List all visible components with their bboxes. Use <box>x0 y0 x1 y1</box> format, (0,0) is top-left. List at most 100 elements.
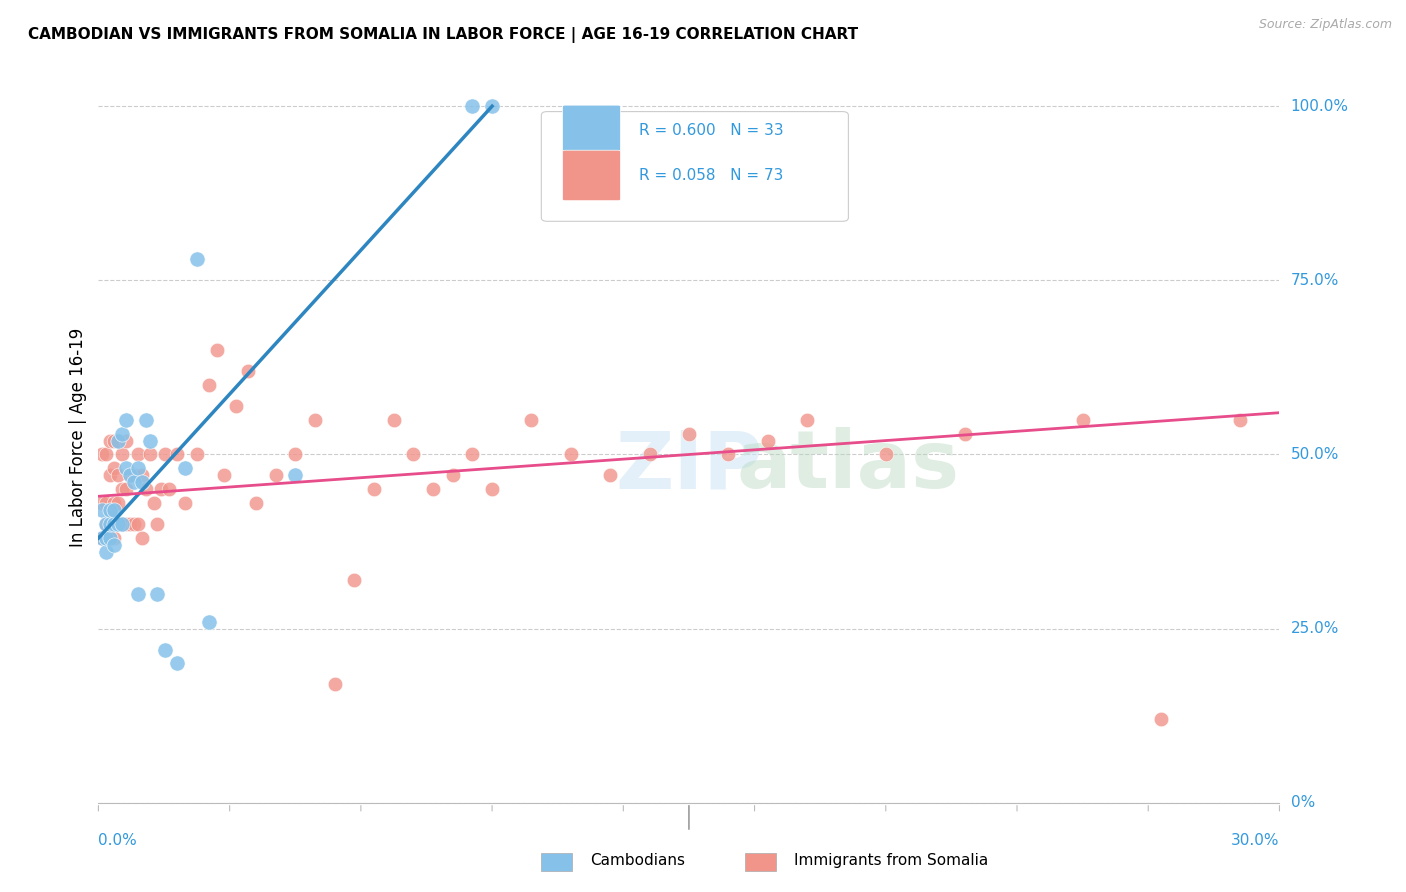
Point <box>138 434 160 448</box>
Point <box>91 496 114 510</box>
Point <box>98 503 121 517</box>
Text: ZIP: ZIP <box>616 427 762 506</box>
Point <box>599 468 621 483</box>
Point <box>96 517 118 532</box>
Point <box>118 468 141 483</box>
Point <box>122 468 145 483</box>
Point <box>91 531 114 545</box>
Point <box>323 677 346 691</box>
Point <box>115 517 138 532</box>
Point <box>96 531 118 545</box>
Point <box>343 573 366 587</box>
Point <box>127 587 149 601</box>
Point <box>166 448 188 462</box>
Point <box>111 517 134 532</box>
Point <box>461 99 484 113</box>
Point <box>1229 412 1251 426</box>
Point <box>264 468 287 483</box>
Point <box>111 483 134 497</box>
Point <box>122 517 145 532</box>
Point <box>115 434 138 448</box>
Point <box>98 503 121 517</box>
Text: atlas: atlas <box>737 427 960 506</box>
Point <box>103 496 125 510</box>
Point <box>103 538 125 552</box>
Point <box>96 496 118 510</box>
Point <box>382 412 405 426</box>
Point <box>118 517 141 532</box>
Point <box>107 434 129 448</box>
Point <box>98 517 121 532</box>
Point <box>131 475 153 490</box>
Point <box>98 531 121 545</box>
Point <box>953 426 976 441</box>
Point <box>157 483 180 497</box>
Point <box>98 468 121 483</box>
Point <box>150 483 173 497</box>
Point <box>186 252 208 267</box>
Point <box>796 412 818 426</box>
Text: 0.0%: 0.0% <box>98 833 138 848</box>
Point <box>236 364 259 378</box>
Point <box>146 587 169 601</box>
FancyBboxPatch shape <box>562 150 620 201</box>
Point <box>91 531 114 545</box>
Point <box>107 496 129 510</box>
Point <box>115 461 138 475</box>
Text: 50.0%: 50.0% <box>1291 447 1339 462</box>
Point <box>304 412 326 426</box>
Point <box>284 468 307 483</box>
Bar <box>745 853 776 871</box>
Point <box>461 448 484 462</box>
Point <box>103 517 125 532</box>
Point <box>422 483 444 497</box>
Point <box>155 642 177 657</box>
Point <box>91 448 114 462</box>
Bar <box>541 853 572 871</box>
Point <box>142 496 165 510</box>
Point <box>481 483 503 497</box>
Point <box>225 399 247 413</box>
Point <box>115 412 138 426</box>
Point <box>402 448 425 462</box>
Point <box>520 412 543 426</box>
Point <box>756 434 779 448</box>
Point <box>441 468 464 483</box>
Point <box>284 448 307 462</box>
Text: Immigrants from Somalia: Immigrants from Somalia <box>794 854 988 868</box>
Point <box>135 412 157 426</box>
Point <box>127 461 149 475</box>
Point <box>96 517 118 532</box>
Point <box>717 448 740 462</box>
Point <box>103 461 125 475</box>
Point <box>205 343 228 357</box>
Text: 100.0%: 100.0% <box>1291 99 1348 113</box>
Point <box>127 517 149 532</box>
Text: 25.0%: 25.0% <box>1291 621 1339 636</box>
Point <box>186 448 208 462</box>
Point <box>96 448 118 462</box>
Point <box>98 434 121 448</box>
Point <box>107 434 129 448</box>
Point <box>146 517 169 532</box>
Point <box>166 657 188 671</box>
Point <box>197 377 219 392</box>
Y-axis label: In Labor Force | Age 16-19: In Labor Force | Age 16-19 <box>69 327 87 547</box>
Point <box>678 426 700 441</box>
Point <box>560 448 582 462</box>
Text: Cambodians: Cambodians <box>591 854 686 868</box>
Point <box>127 448 149 462</box>
Text: 30.0%: 30.0% <box>1232 833 1279 848</box>
Point <box>214 468 236 483</box>
Point <box>638 448 661 462</box>
Point <box>98 531 121 545</box>
Text: R = 0.058   N = 73: R = 0.058 N = 73 <box>640 168 783 183</box>
Point <box>131 531 153 545</box>
Point <box>111 426 134 441</box>
Text: 0%: 0% <box>1291 796 1315 810</box>
Point <box>122 475 145 490</box>
Point <box>107 517 129 532</box>
Point <box>107 468 129 483</box>
Point <box>103 531 125 545</box>
Text: CAMBODIAN VS IMMIGRANTS FROM SOMALIA IN LABOR FORCE | AGE 16-19 CORRELATION CHAR: CAMBODIAN VS IMMIGRANTS FROM SOMALIA IN … <box>28 27 858 43</box>
